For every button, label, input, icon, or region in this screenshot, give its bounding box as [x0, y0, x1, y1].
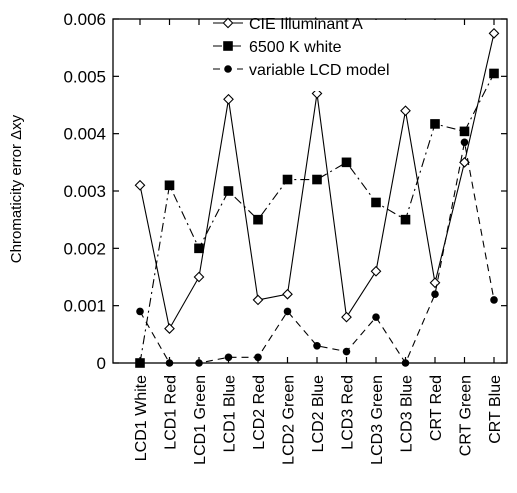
series-line: [139, 73, 495, 364]
y-tick-label: 0: [97, 354, 106, 373]
data-point: [371, 197, 381, 208]
data-point: [193, 271, 205, 283]
data-point: [164, 180, 175, 191]
x-tick-label: LCD3 Blue: [399, 375, 416, 452]
data-point: [282, 288, 293, 300]
data-point: [342, 347, 351, 356]
legend-background: [205, 20, 450, 91]
series-1: [135, 68, 499, 368]
x-tick-label: LCD1 Red: [163, 375, 180, 450]
data-point: [312, 174, 322, 185]
x-tick-label: CRT Blue: [487, 375, 504, 444]
data-point: [400, 105, 411, 117]
data-point: [282, 174, 293, 185]
data-point: [311, 88, 323, 99]
data-point: [194, 243, 204, 254]
legend-marker: [222, 17, 234, 29]
y-tick-label: 0.003: [63, 182, 106, 201]
data-point: [430, 119, 440, 129]
data-point: [283, 307, 292, 316]
data-point: [223, 186, 234, 196]
y-tick-label: 0.001: [63, 297, 106, 316]
y-tick-label: 0.004: [63, 125, 106, 144]
data-point: [401, 359, 410, 367]
x-tick-label: LCD2 Green: [281, 375, 298, 465]
data-point: [136, 307, 144, 316]
y-tick-label: 0.005: [63, 67, 106, 86]
data-point: [490, 296, 498, 304]
legend-label: 6500 K white: [249, 39, 342, 56]
x-tick-label: CRT Red: [428, 375, 445, 441]
data-point: [372, 313, 380, 321]
x-tick-label: LCD2 Red: [251, 375, 268, 450]
x-tick-label: LCD1 Green: [192, 375, 209, 465]
data-point: [165, 359, 174, 367]
data-point: [400, 214, 411, 225]
data-point: [488, 27, 500, 39]
data-point: [370, 265, 382, 277]
legend-marker: [223, 41, 233, 51]
series-0: [134, 27, 500, 334]
data-point: [135, 358, 145, 368]
y-axis-title: Chromaticity error Δxy: [8, 114, 25, 263]
data-point: [460, 138, 469, 147]
x-tick-label: LCD2 Blue: [310, 375, 327, 452]
x-tick-label: LCD1 Blue: [222, 375, 239, 452]
x-tick-label: LCD3 Green: [369, 375, 386, 465]
legend-label: variable LCD model: [249, 62, 390, 79]
series-2: [136, 138, 498, 367]
y-tick-label: 0.006: [63, 10, 106, 29]
data-point: [489, 68, 499, 79]
legend-label: CIE Illuminant A: [249, 16, 363, 33]
data-point: [341, 157, 352, 168]
y-tick-label: 0.002: [63, 239, 106, 258]
data-point: [134, 179, 146, 191]
x-tick-label: LCD3 Red: [340, 375, 357, 450]
legend-marker: [224, 65, 232, 73]
data-point: [224, 353, 233, 362]
data-point: [459, 126, 470, 137]
data-point: [253, 214, 263, 225]
data-point: [164, 323, 175, 334]
data-point: [223, 93, 234, 105]
x-tick-label: CRT Green: [458, 375, 475, 456]
data-point: [431, 290, 439, 299]
data-point: [195, 359, 203, 367]
x-tick-label: LCD1 White: [133, 375, 150, 461]
data-point: [252, 294, 264, 306]
data-point: [254, 353, 262, 362]
data-point: [341, 311, 352, 323]
data-point: [313, 342, 321, 350]
